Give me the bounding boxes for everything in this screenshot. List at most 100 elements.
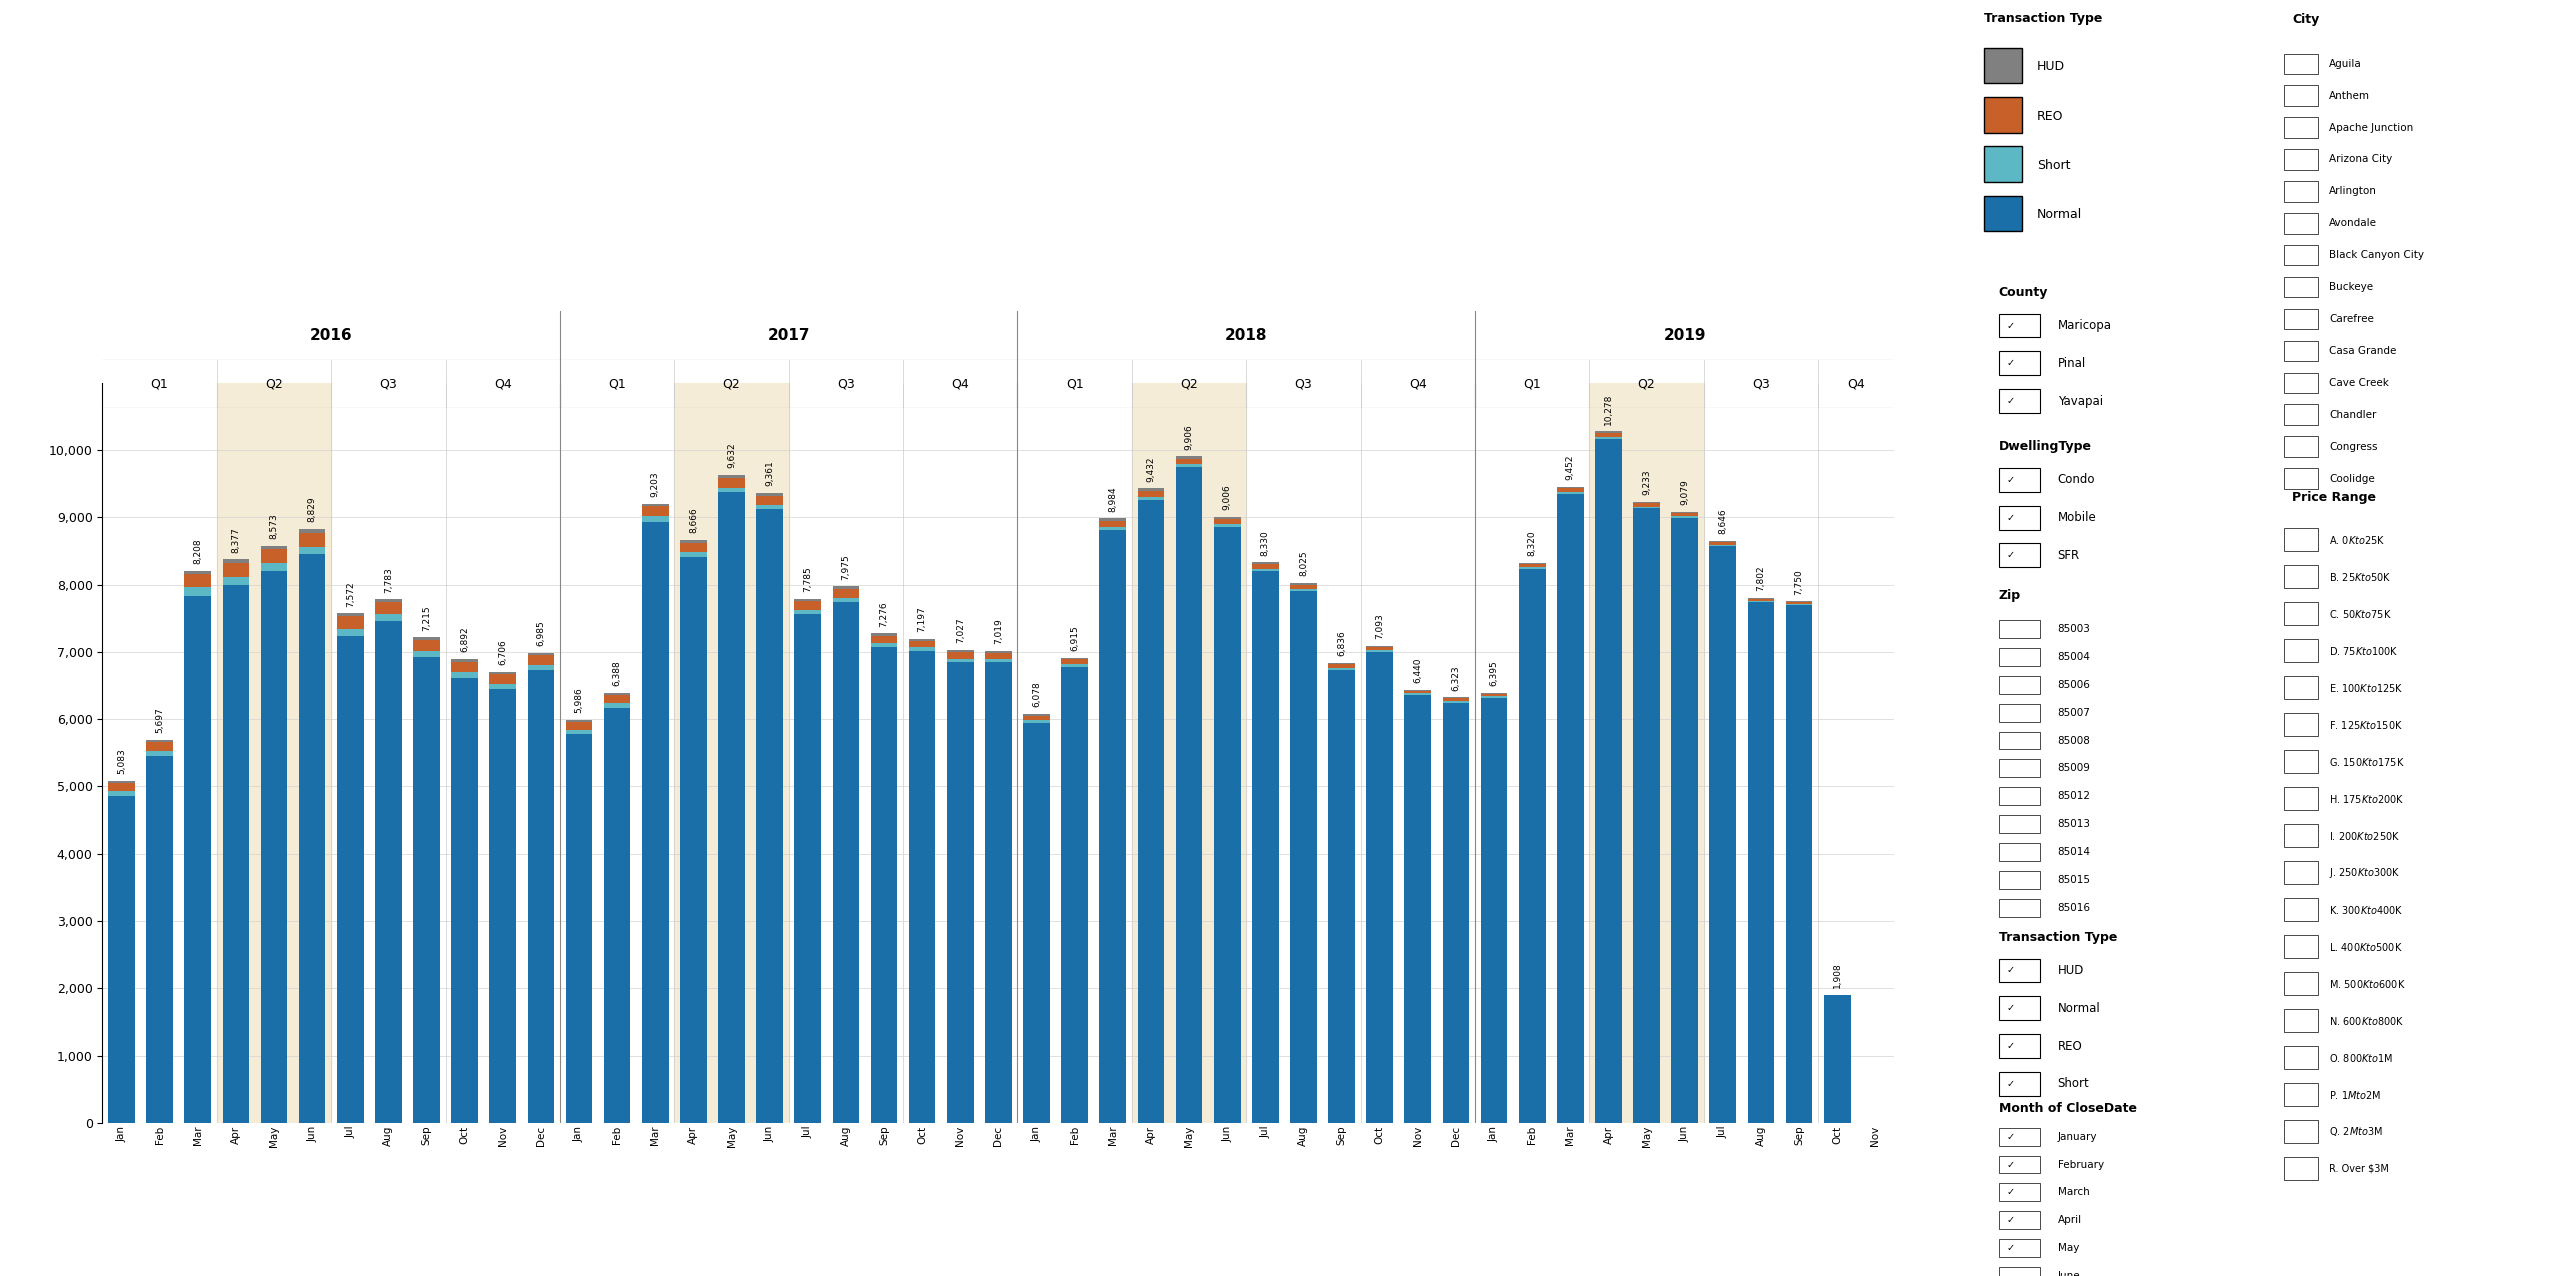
- Bar: [643, 507, 668, 517]
- Text: P. $1M to $2M: P. $1M to $2M: [2330, 1088, 2381, 1101]
- Bar: [681, 540, 707, 542]
- FancyBboxPatch shape: [1984, 97, 2022, 133]
- Text: Q3: Q3: [1295, 378, 1313, 390]
- Bar: [184, 596, 210, 1123]
- Bar: [755, 504, 783, 509]
- Bar: [1633, 503, 1659, 507]
- Text: 9,906: 9,906: [1185, 424, 1193, 449]
- Bar: [832, 602, 860, 1123]
- Bar: [1710, 542, 1736, 545]
- Bar: [1672, 517, 1697, 518]
- FancyBboxPatch shape: [2284, 341, 2317, 361]
- Bar: [451, 678, 479, 1123]
- Bar: [1252, 569, 1277, 572]
- FancyBboxPatch shape: [1984, 147, 2022, 182]
- Bar: [1710, 546, 1736, 1123]
- Bar: [870, 635, 899, 643]
- Bar: [1748, 602, 1774, 1123]
- Bar: [643, 522, 668, 1123]
- Bar: [755, 496, 783, 504]
- FancyBboxPatch shape: [2284, 373, 2317, 393]
- Text: Q4: Q4: [1408, 378, 1426, 390]
- FancyBboxPatch shape: [2284, 713, 2317, 736]
- Text: H. $175K to $200K: H. $175K to $200K: [2330, 792, 2404, 805]
- Bar: [1518, 568, 1546, 569]
- FancyBboxPatch shape: [1999, 1156, 2040, 1174]
- Bar: [489, 674, 517, 684]
- Bar: [1556, 487, 1585, 489]
- FancyBboxPatch shape: [1999, 1183, 2040, 1202]
- Text: G. $150K to $175K: G. $150K to $175K: [2330, 755, 2404, 768]
- Text: L. $400K to $500K: L. $400K to $500K: [2330, 940, 2404, 953]
- Bar: [1062, 657, 1088, 660]
- Text: 10,278: 10,278: [1605, 393, 1613, 425]
- Text: 2018: 2018: [1226, 328, 1267, 343]
- Bar: [1213, 517, 1242, 519]
- Text: 6,706: 6,706: [499, 639, 507, 665]
- Text: Q2: Q2: [1180, 378, 1198, 390]
- Text: 7,802: 7,802: [1756, 565, 1766, 591]
- FancyBboxPatch shape: [1999, 703, 2040, 722]
- Bar: [1748, 598, 1774, 601]
- Bar: [1556, 493, 1585, 494]
- Text: O. $800K to $1M: O. $800K to $1M: [2330, 1051, 2394, 1064]
- Bar: [719, 475, 745, 478]
- FancyBboxPatch shape: [2284, 861, 2317, 884]
- Bar: [566, 730, 591, 734]
- Text: 8,646: 8,646: [1718, 509, 1728, 535]
- Bar: [1024, 721, 1050, 722]
- Text: 9,233: 9,233: [1641, 470, 1651, 495]
- Bar: [108, 796, 136, 1123]
- Bar: [1518, 564, 1546, 568]
- Bar: [108, 791, 136, 796]
- Text: 7,197: 7,197: [916, 606, 927, 632]
- Bar: [261, 550, 287, 563]
- Text: Q2: Q2: [1638, 378, 1656, 390]
- Bar: [261, 546, 287, 550]
- Bar: [527, 656, 553, 665]
- Bar: [1633, 501, 1659, 503]
- FancyBboxPatch shape: [1999, 872, 2040, 889]
- Bar: [1787, 606, 1812, 1123]
- Text: Arizona City: Arizona City: [2330, 154, 2394, 165]
- FancyBboxPatch shape: [2284, 676, 2317, 699]
- Bar: [566, 722, 591, 730]
- FancyBboxPatch shape: [2284, 1009, 2317, 1032]
- Bar: [261, 563, 287, 570]
- Text: E. $100K to $125K: E. $100K to $125K: [2330, 681, 2404, 694]
- Bar: [108, 783, 136, 791]
- Text: Arlington: Arlington: [2330, 186, 2378, 197]
- Bar: [1556, 494, 1585, 1123]
- Text: 7,019: 7,019: [993, 618, 1004, 644]
- Bar: [1633, 508, 1659, 1123]
- Bar: [1480, 698, 1508, 1123]
- Text: HUD: HUD: [2058, 963, 2084, 977]
- Text: 85006: 85006: [2058, 680, 2092, 690]
- Text: ✓: ✓: [2007, 513, 2015, 523]
- Bar: [643, 517, 668, 522]
- Bar: [947, 658, 973, 662]
- Bar: [794, 601, 822, 610]
- Bar: [338, 629, 364, 635]
- Bar: [566, 734, 591, 1123]
- Text: C. $50K to $75K: C. $50K to $75K: [2330, 607, 2391, 620]
- Bar: [755, 493, 783, 496]
- Text: 7,215: 7,215: [422, 605, 430, 630]
- Bar: [1213, 519, 1242, 524]
- Text: Transaction Type: Transaction Type: [1999, 930, 2117, 944]
- Bar: [1823, 995, 1851, 1123]
- Text: Casa Grande: Casa Grande: [2330, 346, 2396, 356]
- Bar: [870, 647, 899, 1123]
- Text: 7,572: 7,572: [346, 581, 356, 606]
- Text: 85013: 85013: [2058, 819, 2092, 829]
- Text: Pinal: Pinal: [2058, 357, 2086, 370]
- Text: Q1: Q1: [1065, 378, 1083, 390]
- FancyBboxPatch shape: [2284, 602, 2317, 625]
- FancyBboxPatch shape: [1999, 468, 2040, 491]
- Bar: [1213, 527, 1242, 1123]
- Text: Normal: Normal: [2058, 1002, 2099, 1014]
- Text: 6,395: 6,395: [1490, 660, 1498, 686]
- Bar: [1590, 383, 1705, 1123]
- Bar: [1252, 563, 1277, 564]
- Bar: [909, 647, 934, 651]
